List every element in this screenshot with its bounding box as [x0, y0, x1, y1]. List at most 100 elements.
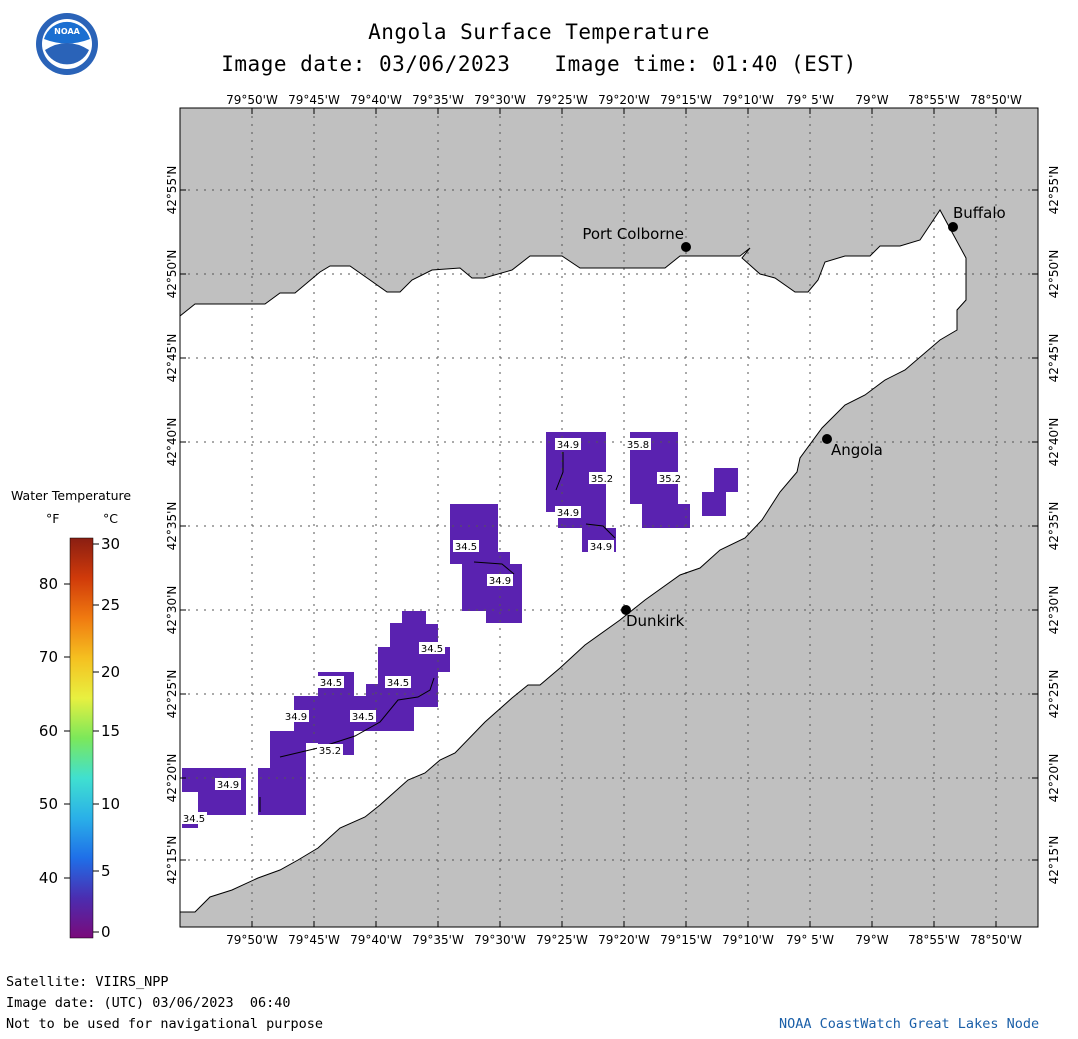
svg-text:34.9: 34.9 [557, 440, 579, 451]
temperature-contours [259, 452, 616, 812]
svg-text:35.2: 35.2 [659, 474, 681, 485]
svg-text:34.9: 34.9 [557, 508, 579, 519]
longitude-label-bottom: 79°10'W [722, 933, 774, 947]
latitude-label-left: 42°35'N [165, 502, 179, 551]
map: 79°50'W 79°45'W 79°40'W 79°35'W 79°30'W 79°25… [165, 93, 1061, 947]
city-marker: Port Colborne [582, 225, 691, 252]
city-dot-icon [681, 242, 691, 252]
legend-unit-c: °C [103, 511, 118, 526]
city-label: Buffalo [953, 204, 1006, 222]
longitude-label-top: 79°20'W [598, 93, 650, 107]
svg-text:35.2: 35.2 [319, 746, 341, 757]
longitude-label-bottom: 79°20'W [598, 933, 650, 947]
legend-tick-c: 30 [101, 535, 120, 553]
temperature-label: 34.5 [318, 676, 344, 689]
longitude-label-top: 79°30'W [474, 93, 526, 107]
latitude-label-right: 42°50'N [1047, 250, 1061, 299]
longitude-label-top: 79°15'W [660, 93, 712, 107]
lake-erie-water [180, 210, 966, 912]
disclaimer: Not to be used for navigational purpose [6, 1016, 323, 1032]
latitude-label-right: 42°20'N [1047, 754, 1061, 803]
temperature-label: 34.5 [419, 642, 445, 655]
temperature-label: 35.2 [589, 472, 615, 485]
source-credit: NOAA CoastWatch Great Lakes Node [779, 1016, 1040, 1032]
longitude-label-bottom: 79° 5'W [786, 933, 834, 947]
legend-tick-f: 40 [39, 869, 58, 887]
latitude-label-left: 42°40'N [165, 418, 179, 467]
temperature-label: 34.5 [385, 676, 411, 689]
legend-tick-f: 60 [39, 722, 58, 740]
legend-tick-f: 80 [39, 575, 58, 593]
legend-unit-f: °F [46, 511, 60, 526]
longitude-label-top: 78°55'W [908, 93, 960, 107]
svg-text:34.5: 34.5 [183, 814, 205, 825]
latitude-label-right: 42°45'N [1047, 334, 1061, 383]
latitude-label-left: 42°15'N [165, 836, 179, 885]
temperature-label: 34.9 [555, 438, 581, 451]
longitude-label-bottom: 79°45'W [288, 933, 340, 947]
city-label: Dunkirk [626, 612, 685, 630]
legend-tick-c: 15 [101, 722, 120, 740]
longitude-label-top: 79°40'W [350, 93, 402, 107]
longitude-label-top: 79°10'W [722, 93, 774, 107]
longitude-label-top: 79°W [855, 93, 888, 107]
temperature-label: 35.2 [657, 472, 683, 485]
temperature-label: 34.9 [555, 506, 581, 519]
longitude-label-top: 79°35'W [412, 93, 464, 107]
latitude-label-right: 42°15'N [1047, 836, 1061, 885]
legend-tick-f: 70 [39, 648, 58, 666]
longitude-label-bottom: 79°15'W [660, 933, 712, 947]
svg-text:34.5: 34.5 [455, 542, 477, 553]
coastline [179, 209, 967, 913]
temperature-data-patches [182, 432, 738, 828]
legend-title: Water Temperature [11, 488, 132, 503]
svg-text:34.5: 34.5 [421, 644, 443, 655]
legend-tick-c: 10 [101, 795, 120, 813]
legend-tick-c: 25 [101, 596, 120, 614]
map-subtitle: Image date: 03/06/2023 Image time: 01:40 … [0, 52, 1078, 76]
longitude-label-bottom: 78°55'W [908, 933, 960, 947]
longitude-label-bottom: 79°25'W [536, 933, 588, 947]
latitude-label-right: 42°30'N [1047, 586, 1061, 635]
svg-text:34.9: 34.9 [489, 576, 511, 587]
utc-date-label: Image date: (UTC) 03/06/2023 06:40 [6, 995, 291, 1011]
svg-text:35.2: 35.2 [591, 474, 613, 485]
longitude-label-bottom: 79°W [855, 933, 888, 947]
legend-tick-c: 0 [101, 923, 111, 941]
longitude-label-top: 78°50'W [970, 93, 1022, 107]
longitude-label-top: 79°50'W [226, 93, 278, 107]
temperature-label: 34.9 [588, 540, 614, 553]
city-marker: Angola [822, 434, 883, 459]
longitude-label-top: 79° 5'W [786, 93, 834, 107]
longitude-label-bottom: 78°50'W [970, 933, 1022, 947]
longitude-label-bottom: 79°35'W [412, 933, 464, 947]
longitude-label-top: 79°25'W [536, 93, 588, 107]
latitude-label-right: 42°25'N [1047, 670, 1061, 719]
temperature-label: 34.9 [215, 778, 241, 791]
city-marker: Dunkirk [621, 605, 685, 630]
image-date-label: Image date: 03/06/2023 [221, 52, 511, 76]
city-label: Angola [831, 441, 883, 459]
image-time-label: Image time: 01:40 (EST) [554, 52, 857, 76]
legend-tick-f: 50 [39, 795, 58, 813]
temperature-label: 34.5 [453, 540, 479, 553]
noaa-logo-text: NOAA [54, 27, 80, 36]
temperature-label: 34.5 [181, 812, 207, 825]
temperature-label: 34.9 [487, 574, 513, 587]
map-title: Angola Surface Temperature [368, 20, 710, 44]
latitude-label-left: 42°55'N [165, 166, 179, 215]
satellite-label: Satellite: VIIRS_NPP [6, 974, 169, 990]
latitude-label-left: 42°20'N [165, 754, 179, 803]
longitude-label-bottom: 79°40'W [350, 933, 402, 947]
city-dot-icon [822, 434, 832, 444]
latitude-label-left: 42°25'N [165, 670, 179, 719]
colorbar [69, 537, 94, 939]
legend-tick-c: 20 [101, 663, 120, 681]
longitude-label-top: 79°45'W [288, 93, 340, 107]
temperature-label: 35.2 [317, 744, 343, 757]
noaa-logo: NOAA [36, 13, 98, 75]
longitude-label-bottom: 79°50'W [226, 933, 278, 947]
city-label: Port Colborne [582, 225, 684, 243]
latitude-label-right: 42°40'N [1047, 418, 1061, 467]
